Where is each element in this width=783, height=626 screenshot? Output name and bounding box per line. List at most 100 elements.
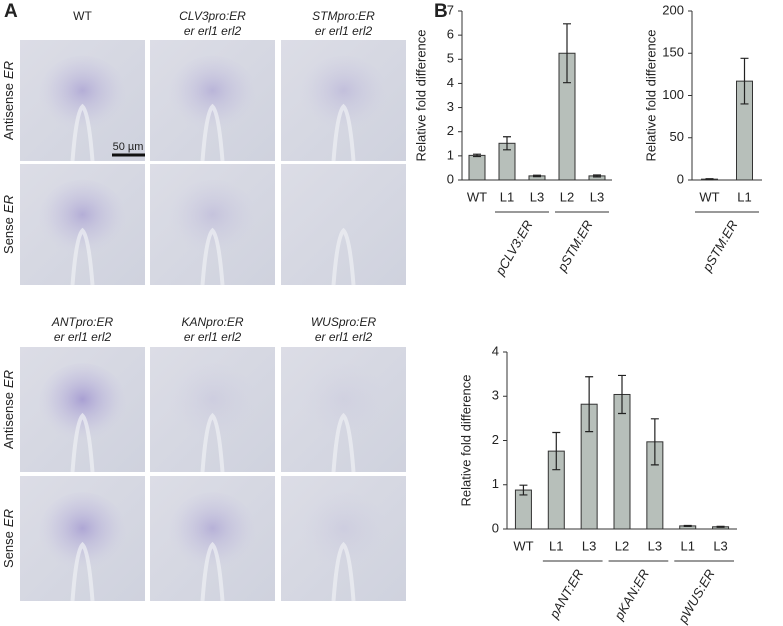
y-tick-label: 2 [492,432,499,447]
row-label: Antisense ER [1,370,16,449]
y-tick-label: 6 [447,27,454,42]
stain [168,179,257,258]
error-bar [650,418,659,466]
stain [168,55,257,134]
error-bar [585,376,594,433]
error-bar [716,525,725,528]
row-label-part: Sense [1,217,16,254]
x-tick-label: WT [513,538,533,553]
group-label: pSTM:ER [554,218,596,275]
column-title: WT [73,9,92,23]
row-label-part: Antisense [1,392,16,449]
stain [299,363,388,444]
stain [168,492,257,573]
error-bar [519,484,528,496]
x-tick-label: L1 [549,538,563,553]
x-tick-label: WT [699,189,719,204]
error-bar [618,374,626,415]
error-bar [593,174,601,178]
group-label: pKAN:ER [611,567,652,624]
x-tick-label: L3 [648,538,662,553]
tissue-outline [70,541,95,602]
y-tick-label: 3 [492,388,499,403]
stain [168,363,257,444]
bar [468,154,486,181]
x-tick-label: L3 [582,538,596,553]
error-bar [552,431,561,471]
panel-label: B [434,1,448,22]
stain [38,179,127,258]
y-tick-label: 0 [492,520,499,535]
error-bar [705,178,714,181]
error-bar [683,524,692,527]
row-label-part: ER [1,61,16,79]
column-title: CLV3pro:ER [179,9,246,23]
x-tick-label: L3 [590,189,604,204]
column-title: er erl1 erl2 [315,330,373,344]
row-label-part: ER [1,370,16,388]
column-title: er erl1 erl2 [184,330,242,344]
column-title: er erl1 erl2 [315,24,373,38]
tissue-outline [70,412,95,473]
y-axis-label: Relative fold difference [413,29,428,161]
y-tick-label: 50 [670,129,684,144]
tissue-outline [331,227,356,286]
tissue-outline [70,103,95,162]
tissue-outline [331,541,356,602]
column-title: ANTpro:ER [51,315,114,329]
group-label: pWUS:ER [675,567,718,626]
y-tick-label: 1 [447,147,454,162]
y-tick-label: 5 [447,51,454,66]
column-title: WUSpro:ER [311,315,377,329]
error-bar [503,136,511,151]
scale-bar-label: 50 µm [113,141,144,153]
y-tick-label: 3 [447,99,454,114]
row-label-part: ER [1,509,16,527]
x-tick-label: L2 [560,189,574,204]
stain [299,55,388,134]
x-tick-label: L1 [737,189,751,204]
x-tick-label: L1 [500,189,514,204]
row-label: Sense ER [1,509,16,568]
x-tick-label: WT [467,189,487,204]
stain [38,55,127,134]
bar [613,393,631,530]
column-title: STMpro:ER [312,9,375,23]
tissue-outline [200,227,225,286]
y-tick-label: 200 [662,2,684,17]
row-label: Sense ER [1,195,16,254]
bar [514,489,532,530]
error-bar [533,174,541,178]
row-label-part: ER [1,195,16,213]
tissue-outline [331,103,356,162]
y-tick-label: 1 [492,476,499,491]
stain [299,492,388,573]
group-label: pCLV3:ER [492,218,536,279]
group-label: pANT:ER [546,567,586,622]
row-label-part: Antisense [1,83,16,140]
y-axis-label: Relative fold difference [458,374,473,506]
group-label: pSTM:ER [699,218,741,275]
y-tick-label: 0 [447,171,454,186]
stain [38,492,127,573]
tissue-outline [200,103,225,162]
y-tick-label: 100 [662,87,684,102]
tissue-outline [331,412,356,473]
y-axis-label: Relative fold difference [643,29,658,161]
column-title: KANpro:ER [181,315,243,329]
tissue-outline [200,412,225,473]
y-tick-label: 2 [447,123,454,138]
x-tick-label: L1 [680,538,694,553]
x-tick-label: L2 [615,538,629,553]
y-tick-label: 7 [447,2,454,17]
y-tick-label: 4 [492,343,499,358]
column-title: er erl1 erl2 [184,24,242,38]
x-tick-label: L3 [530,189,544,204]
error-bar [563,23,571,84]
panel-label: A [4,1,18,22]
row-label-part: Sense [1,531,16,568]
y-tick-label: 150 [662,45,684,60]
y-tick-label: 4 [447,75,454,90]
